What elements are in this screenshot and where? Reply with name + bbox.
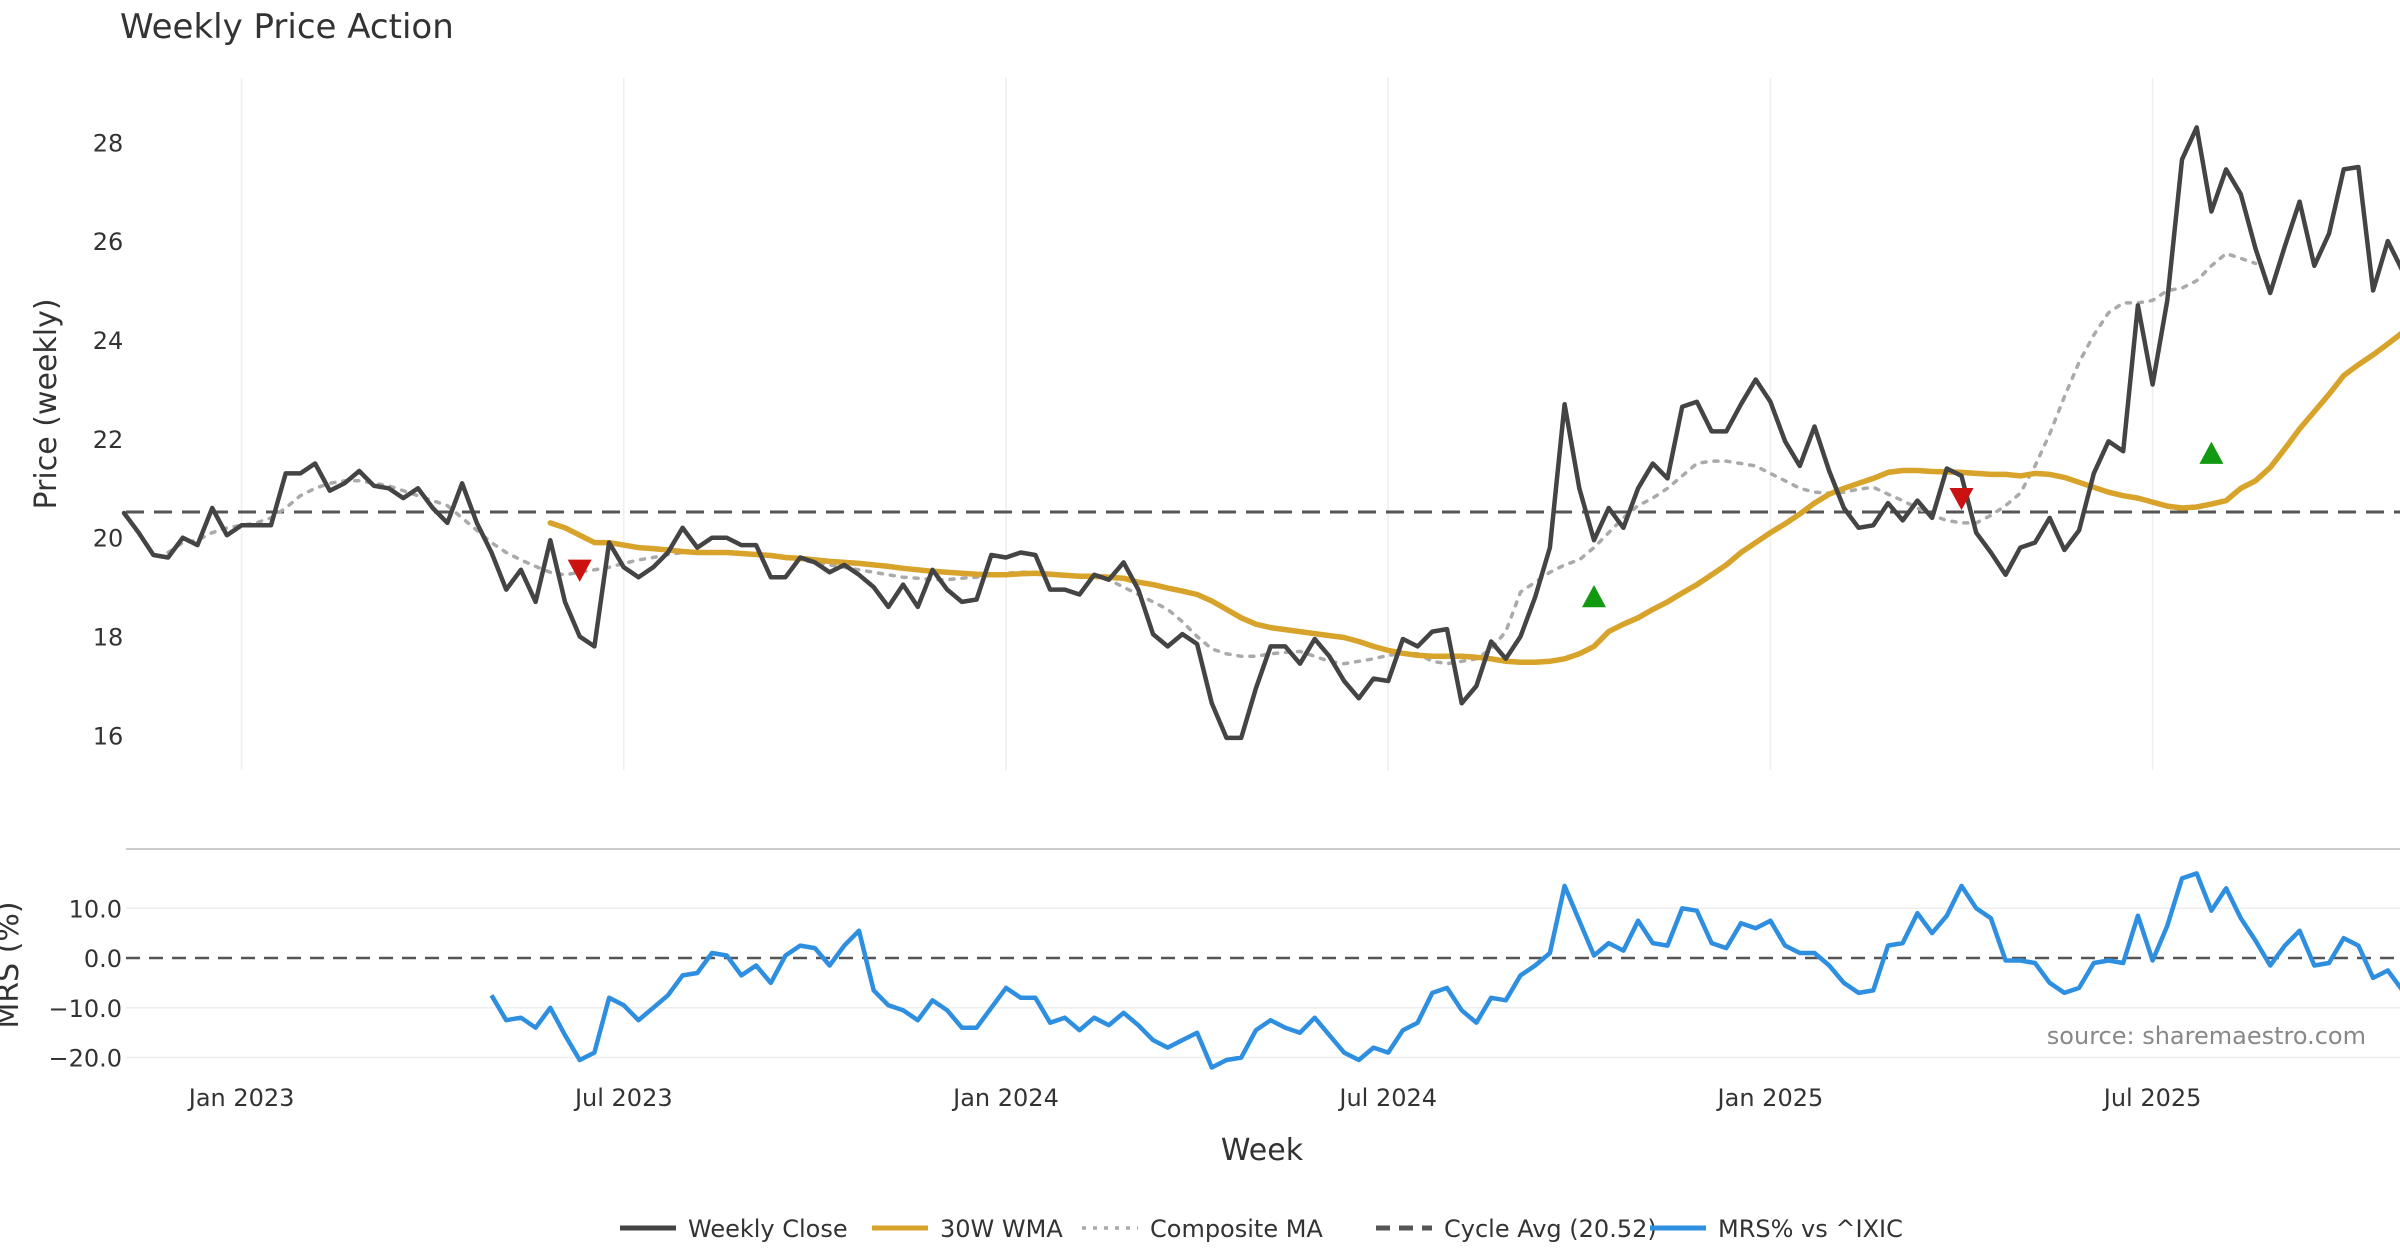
legend-label: 30W WMA: [940, 1215, 1063, 1243]
mrs-gridlines: [126, 907, 2400, 1059]
price-y-tick-label: 26: [93, 228, 124, 256]
buy-signal-marker: [1582, 585, 1606, 608]
x-tick-label: Jul 2025: [2102, 1084, 2202, 1112]
source-annotation: source: sharemaestro.com: [2047, 1022, 2366, 1050]
x-tick-label: Jul 2024: [1337, 1084, 1437, 1112]
x-ticks: Jan 2023 Jul 2023 Jan 2024 Jul 2024 Jan 2025…: [187, 1084, 2202, 1112]
legend-label: Weekly Close: [688, 1215, 848, 1243]
composite-ma-line: [166, 251, 2258, 666]
price-series: [121, 125, 2400, 741]
x-tick-label: Jan 2024: [951, 1084, 1059, 1112]
x-tick-label: Jan 2023: [187, 1084, 295, 1112]
mrs-series: [489, 871, 2400, 1070]
price-y-tick-label: 20: [93, 525, 124, 553]
price-y-tick-label: 24: [93, 327, 124, 355]
mrs-y-axis-title: MRS (%): [0, 901, 26, 1028]
legend-label: Cycle Avg (20.52): [1444, 1215, 1657, 1243]
price-gridlines: [240, 78, 2154, 770]
legend-label: MRS% vs ^IXIC: [1718, 1215, 1903, 1243]
price-y-tick-label: 18: [93, 624, 124, 652]
price-y-tick-label: 28: [93, 129, 124, 157]
mrs-y-tick-label: 10.0: [69, 895, 122, 923]
price-y-ticks: 16 18 20 22 24 26 28: [93, 129, 124, 750]
price-y-tick-label: 16: [93, 722, 124, 750]
mrs-y-tick-label: −20.0: [48, 1045, 122, 1073]
mrs-y-tick-label: −10.0: [48, 995, 122, 1023]
legend-label: Composite MA: [1150, 1215, 1323, 1243]
x-tick-label: Jul 2023: [573, 1084, 673, 1112]
mrs-line: [489, 871, 2400, 1070]
sell-signal-marker: [567, 559, 592, 582]
wma-30w-line: [547, 331, 2400, 665]
mrs-y-tick-label: 0.0: [84, 945, 122, 973]
signal-markers: [567, 441, 2224, 608]
price-y-tick-label: 22: [93, 426, 124, 454]
price-y-axis-title: Price (weekly): [29, 298, 64, 509]
legend: Weekly Close 30W WMA Composite MA Cycle Avg…: [620, 1215, 1903, 1243]
chart-title: Weekly Price Action: [120, 7, 454, 47]
x-axis-title: Week: [1221, 1133, 1304, 1168]
mrs-y-ticks: 10.0 0.0 −10.0 −20.0: [48, 895, 122, 1072]
weekly-close-line: [121, 125, 2400, 741]
sell-signal-marker: [1949, 487, 1974, 511]
buy-signal-marker: [2199, 441, 2224, 464]
x-tick-label: Jan 2025: [1716, 1084, 1824, 1112]
